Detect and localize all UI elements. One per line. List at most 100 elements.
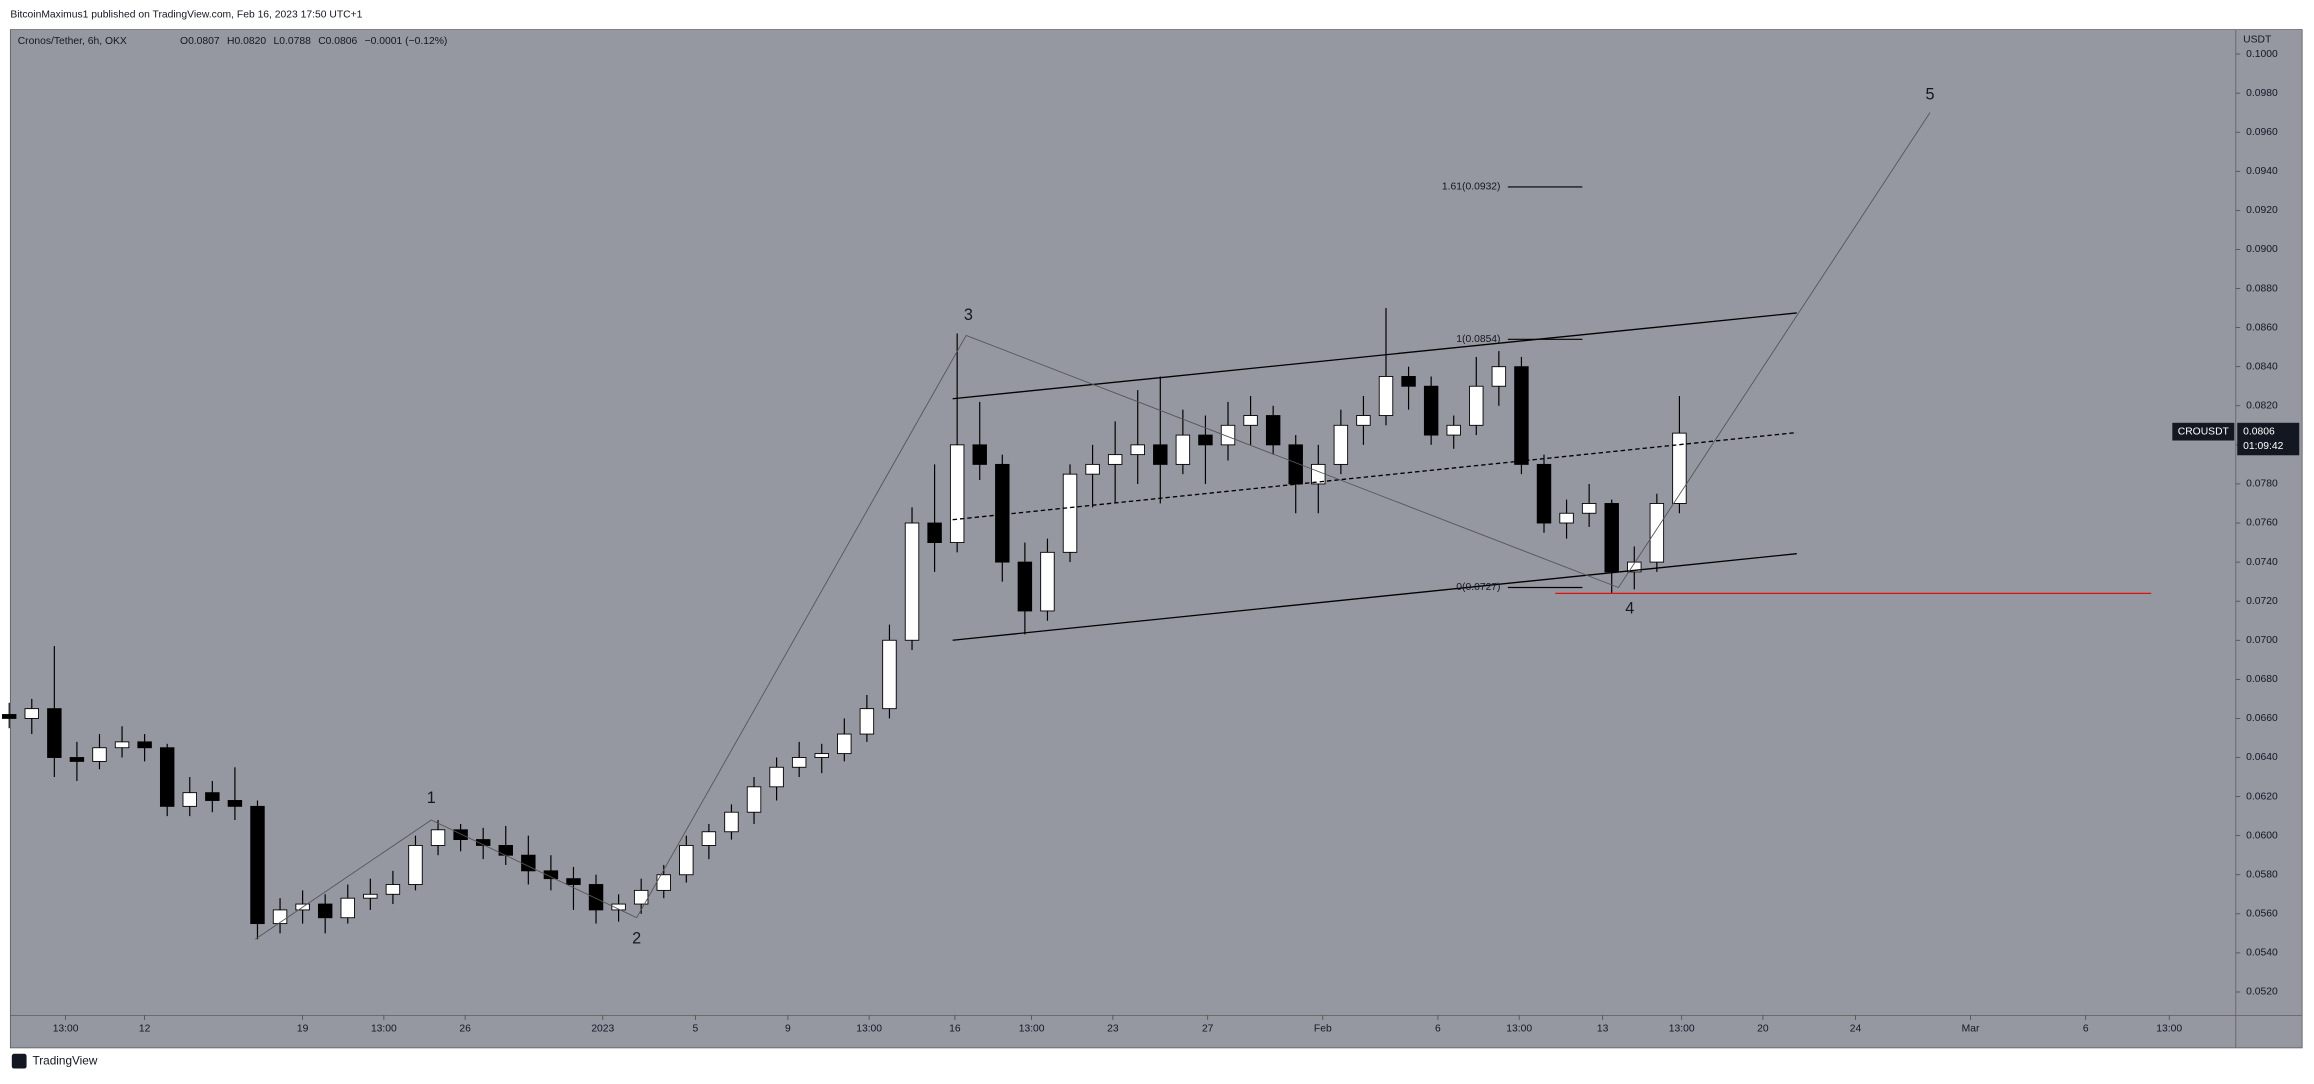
candle-body bbox=[250, 805, 265, 925]
y-tick-label: 0.0720 bbox=[2246, 596, 2278, 607]
x-tick-label: 12 bbox=[139, 1023, 151, 1034]
candle-body bbox=[927, 522, 942, 544]
candle-body bbox=[904, 522, 920, 641]
candle-body bbox=[1491, 366, 1507, 387]
x-tick-label: 2023 bbox=[591, 1023, 614, 1034]
candle-body bbox=[995, 463, 1010, 563]
candle-body bbox=[1175, 434, 1191, 465]
ohlc-value: H0.0820 bbox=[227, 36, 266, 47]
x-tick-label: 24 bbox=[1850, 1023, 1862, 1034]
candle-body bbox=[1581, 503, 1597, 514]
y-tick-label: 0.0660 bbox=[2246, 713, 2278, 724]
fib-label: 0(0.0727) bbox=[1456, 582, 1500, 593]
candle-body bbox=[1062, 473, 1078, 553]
y-tick-label: 0.0820 bbox=[2246, 401, 2278, 412]
candle-body bbox=[769, 766, 784, 788]
y-tick-label: 0.0860 bbox=[2246, 322, 2278, 333]
candle-body bbox=[1378, 376, 1394, 416]
candle-body bbox=[69, 757, 85, 762]
y-tick-label: 0.0560 bbox=[2246, 909, 2278, 920]
candle-body bbox=[588, 884, 604, 911]
y-tick-label: 0.0940 bbox=[2246, 166, 2278, 177]
candle-body bbox=[1198, 434, 1213, 446]
y-tick-label: 0.0740 bbox=[2246, 557, 2278, 568]
candle-body bbox=[1627, 561, 1642, 573]
candle-body bbox=[137, 741, 152, 749]
fib-label: 1(0.0854) bbox=[1456, 334, 1500, 345]
candle-body bbox=[317, 903, 333, 919]
candle-body bbox=[182, 792, 197, 807]
candle-body bbox=[272, 909, 288, 925]
candle-body bbox=[859, 708, 875, 735]
candle-body bbox=[1423, 385, 1439, 436]
candle-body bbox=[1514, 366, 1529, 465]
candle-body bbox=[340, 897, 355, 919]
y-tick-label: 0.0980 bbox=[2246, 88, 2278, 99]
candle-body bbox=[882, 639, 897, 710]
y-tick-label: 0.0840 bbox=[2246, 361, 2278, 372]
candle-body bbox=[701, 831, 717, 846]
ohlc-value: O0.0807 bbox=[180, 36, 220, 47]
y-tick-label: 0.0640 bbox=[2246, 752, 2278, 763]
x-tick-label: 9 bbox=[785, 1023, 791, 1034]
y-tick-label: 0.0900 bbox=[2246, 244, 2278, 255]
y-tick-label: 0.0780 bbox=[2246, 479, 2278, 490]
x-tick-label: 27 bbox=[1202, 1023, 1214, 1034]
candle-body bbox=[114, 741, 130, 749]
x-tick-label: 13:00 bbox=[1019, 1023, 1045, 1034]
ohlc-value: L0.0788 bbox=[273, 36, 311, 47]
candle-body bbox=[949, 444, 965, 544]
y-tick-label: 0.0920 bbox=[2246, 205, 2278, 216]
candle-body bbox=[430, 829, 446, 846]
candle-body bbox=[205, 792, 220, 801]
candle-body bbox=[611, 903, 626, 911]
candle-body bbox=[679, 844, 694, 876]
currency: USDT bbox=[2243, 35, 2272, 46]
candle-body bbox=[1220, 424, 1236, 446]
x-tick-label: 16 bbox=[949, 1023, 961, 1034]
symbol-title: Cronos/Tether, 6h, OKX bbox=[18, 36, 127, 47]
x-tick-label: 13:00 bbox=[1506, 1023, 1532, 1034]
y-tick-label: 0.0540 bbox=[2246, 948, 2278, 959]
x-tick-label: 19 bbox=[297, 1023, 309, 1034]
candle-body bbox=[1288, 444, 1303, 485]
candle-body bbox=[1604, 503, 1619, 573]
x-tick-label: 6 bbox=[2083, 1023, 2089, 1034]
candle-body bbox=[1, 714, 17, 719]
candle-body bbox=[1559, 512, 1574, 524]
price-badge-symbol: CROUSDT bbox=[2178, 426, 2230, 437]
candle-body bbox=[498, 844, 513, 856]
candle-body bbox=[1672, 432, 1687, 504]
candle-body bbox=[791, 757, 807, 768]
wave-label: 2 bbox=[632, 930, 641, 948]
candle-body bbox=[453, 829, 468, 841]
y-tick-label: 0.0760 bbox=[2246, 518, 2278, 529]
candle-body bbox=[1446, 424, 1461, 436]
candle-body bbox=[227, 800, 243, 807]
y-tick-label: 0.0680 bbox=[2246, 674, 2278, 685]
price-badge-bg bbox=[2172, 422, 2235, 441]
candle-body bbox=[1356, 415, 1371, 426]
footer-brand: TradingView bbox=[32, 1053, 97, 1067]
candle-body bbox=[1649, 503, 1665, 563]
wave-label: 4 bbox=[1625, 599, 1634, 617]
price-label-bg bbox=[2237, 422, 2300, 456]
y-tick-label: 0.0620 bbox=[2246, 791, 2278, 802]
wave-label: 1 bbox=[427, 789, 436, 807]
candle-body bbox=[1469, 385, 1484, 426]
x-tick-label: 26 bbox=[459, 1023, 471, 1034]
trend-line bbox=[254, 112, 1931, 940]
trend-line bbox=[952, 431, 1797, 521]
ohlc-value: −0.0001 (−0.12%) bbox=[365, 36, 448, 47]
countdown: 01:09:42 bbox=[2243, 441, 2283, 452]
candle-body bbox=[656, 874, 671, 891]
candle-body bbox=[1536, 463, 1552, 524]
x-tick-label: 13:00 bbox=[2156, 1023, 2182, 1034]
x-tick-label: 20 bbox=[1757, 1023, 1769, 1034]
candle-body bbox=[92, 747, 107, 762]
x-tick-label: 13:00 bbox=[371, 1023, 397, 1034]
candle-body bbox=[814, 753, 829, 758]
candle-body bbox=[1085, 463, 1100, 475]
x-tick-label: 13:00 bbox=[1669, 1023, 1695, 1034]
